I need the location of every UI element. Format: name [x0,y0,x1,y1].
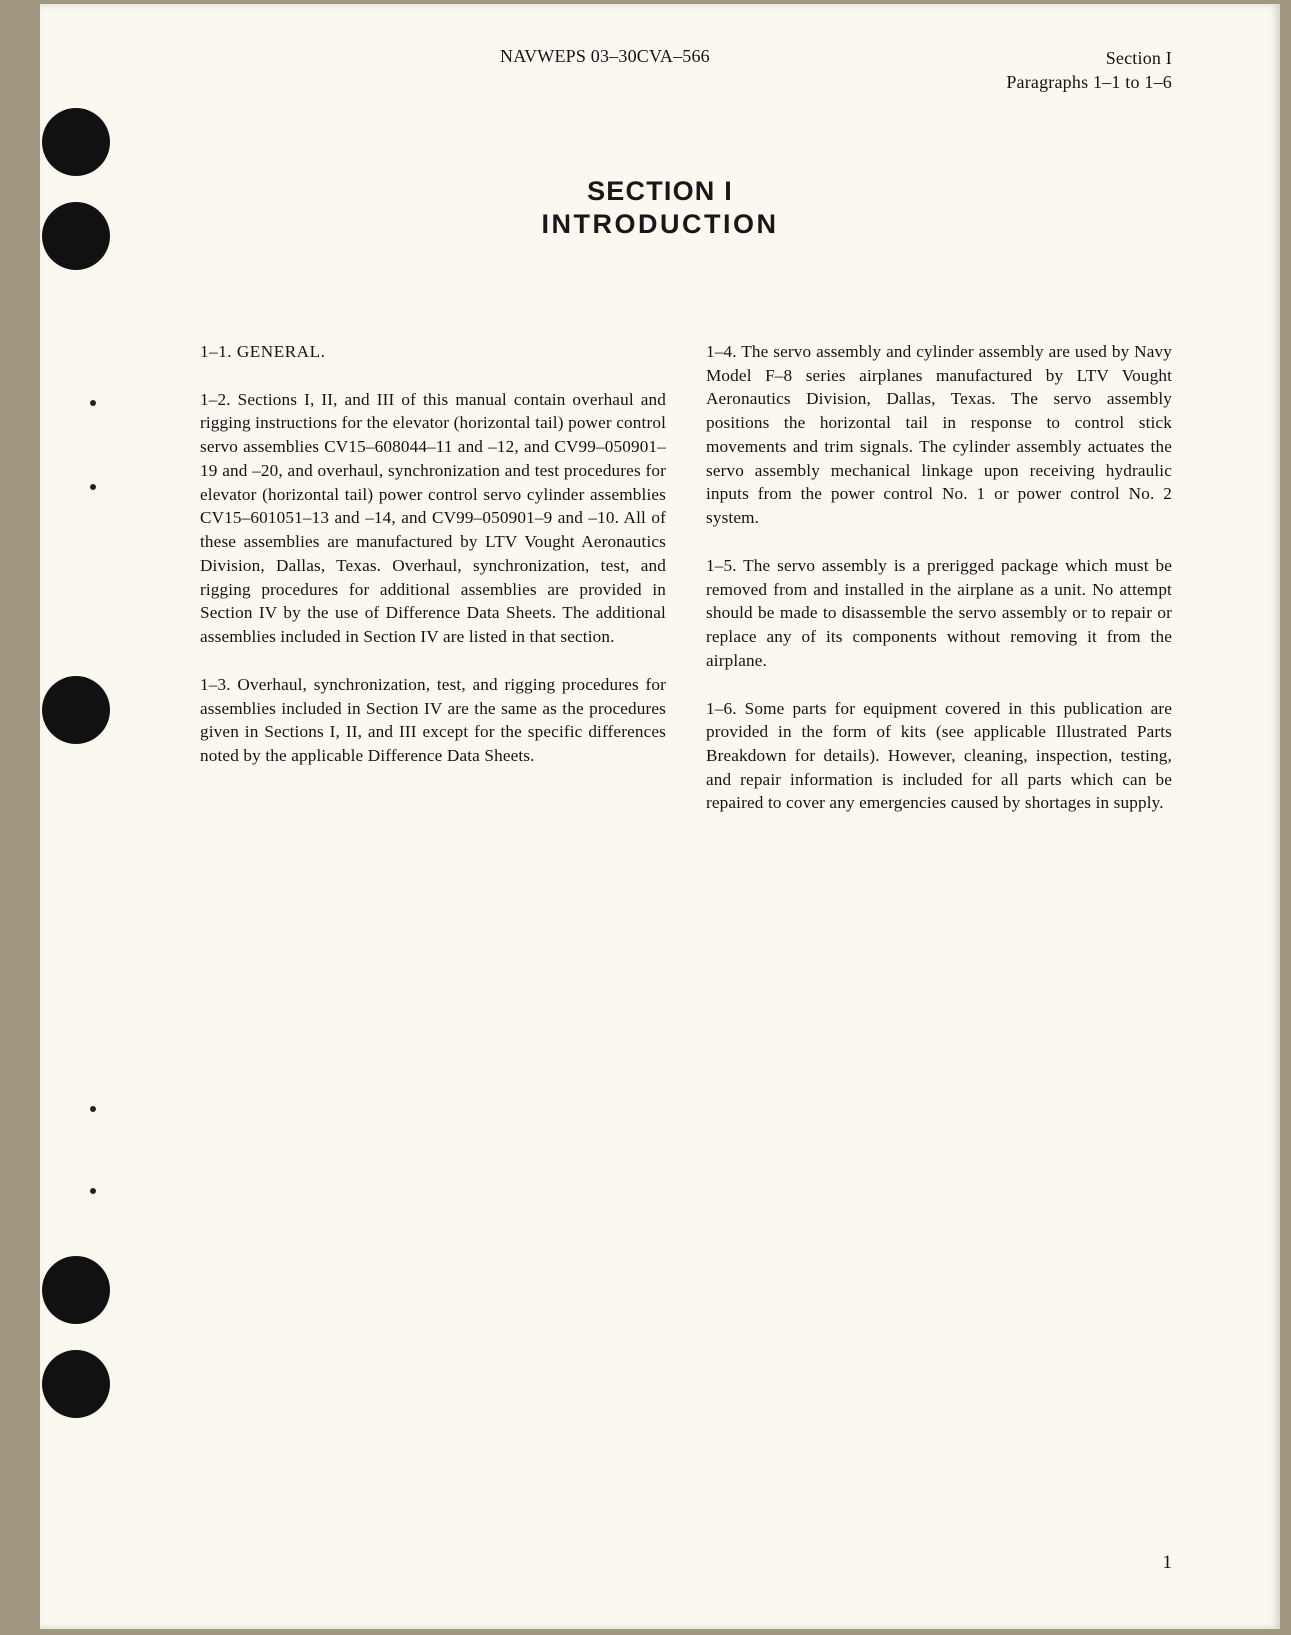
scan-speck-icon [90,484,96,490]
section-title: INTRODUCTION [40,209,1280,240]
page-number: 1 [1163,1552,1173,1574]
para-1-4: 1–4. The servo assembly and cylinder ass… [706,340,1172,530]
left-column: 1–1. GENERAL. 1–2. Sections I, II, and I… [200,340,666,815]
right-column: 1–4. The servo assembly and cylinder ass… [706,340,1172,815]
para-1-5: 1–5. The servo assembly is a prerigged p… [706,554,1172,673]
punch-hole-icon [42,1350,110,1418]
page-header: NAVWEPS 03–30CVA–566 Section I Paragraph… [200,46,1172,95]
para-1-2: 1–2. Sections I, II, and III of this man… [200,388,666,649]
punch-hole-icon [42,108,110,176]
paper-page: NAVWEPS 03–30CVA–566 Section I Paragraph… [40,4,1280,1629]
scan-speck-icon [90,1188,96,1194]
scan-speck-icon [90,1106,96,1112]
header-section: Section I [1006,46,1172,70]
section-label: SECTION I [40,176,1280,207]
punch-hole-icon [42,202,110,270]
header-right-block: Section I Paragraphs 1–1 to 1–6 [1006,46,1172,95]
punch-hole-icon [42,676,110,744]
para-1-6: 1–6. Some parts for equipment covered in… [706,697,1172,816]
title-block: SECTION I INTRODUCTION [40,176,1280,240]
header-para-range: Paragraphs 1–1 to 1–6 [1006,70,1172,94]
scan-background: NAVWEPS 03–30CVA–566 Section I Paragraph… [0,0,1291,1635]
para-1-3: 1–3. Overhaul, synchronization, test, an… [200,673,666,768]
body-columns: 1–1. GENERAL. 1–2. Sections I, II, and I… [200,340,1172,815]
header-doc-number: NAVWEPS 03–30CVA–566 [500,46,710,95]
general-heading: 1–1. GENERAL. [200,340,666,364]
scan-speck-icon [90,400,96,406]
punch-hole-icon [42,1256,110,1324]
